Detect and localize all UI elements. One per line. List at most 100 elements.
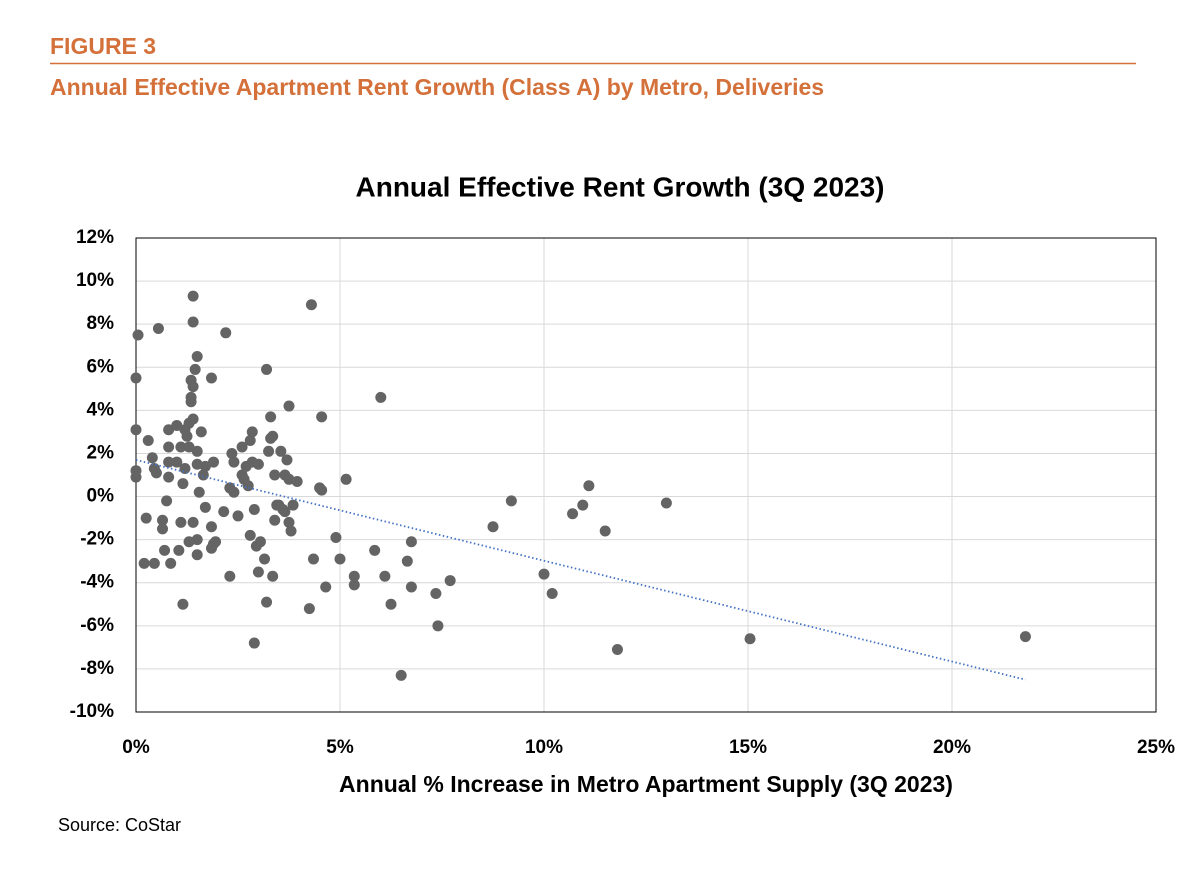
data-point	[487, 521, 499, 533]
y-tick-label: -6%	[80, 615, 114, 636]
data-point	[375, 391, 387, 403]
data-point	[267, 570, 279, 582]
data-point	[267, 430, 279, 442]
x-tick-label: 20%	[933, 737, 971, 758]
data-point	[228, 456, 240, 468]
data-point	[130, 372, 142, 384]
data-point	[177, 478, 189, 490]
data-point	[444, 575, 456, 587]
data-point	[163, 471, 175, 483]
data-point	[146, 452, 158, 464]
data-point	[157, 523, 169, 535]
data-point	[242, 480, 254, 492]
data-point	[165, 557, 177, 569]
data-point	[130, 424, 142, 436]
data-point	[330, 531, 342, 543]
data-point	[577, 499, 589, 511]
data-point	[369, 544, 381, 556]
data-point	[263, 445, 275, 457]
data-point	[183, 441, 195, 453]
y-tick-label: -10%	[70, 701, 114, 722]
trendline	[135, 459, 1026, 681]
x-tick-label: 0%	[122, 737, 150, 758]
data-point	[287, 499, 299, 511]
data-point	[505, 495, 517, 507]
data-point	[220, 327, 232, 339]
data-point	[163, 441, 175, 453]
data-point	[611, 644, 623, 656]
x-axis-title: Annual % Increase in Metro Apartment Sup…	[339, 771, 953, 797]
data-point	[175, 441, 187, 453]
y-tick-label: -2%	[80, 529, 114, 550]
data-point	[265, 411, 277, 423]
data-point	[140, 512, 152, 524]
data-point	[175, 516, 187, 528]
chart-title: Annual Effective Rent Growth (3Q 2023)	[356, 171, 885, 202]
x-tick-label: 5%	[326, 737, 354, 758]
data-point	[261, 363, 273, 375]
data-point	[181, 430, 193, 442]
data-point	[279, 506, 291, 518]
data-point	[432, 620, 444, 632]
data-point	[210, 536, 222, 548]
data-point	[232, 510, 244, 522]
y-tick-label: -8%	[80, 658, 114, 679]
data-point	[254, 536, 266, 548]
data-point	[261, 596, 273, 608]
data-point	[1019, 631, 1031, 643]
data-point	[320, 581, 332, 593]
data-point	[142, 435, 154, 447]
data-point	[138, 557, 150, 569]
source-note: Source: CoStar	[58, 815, 181, 835]
y-tick-label: 12%	[76, 227, 114, 248]
data-point	[303, 603, 315, 615]
data-point	[283, 400, 295, 412]
data-point	[248, 637, 260, 649]
data-point	[177, 598, 189, 610]
data-point	[152, 322, 164, 334]
data-point	[193, 486, 205, 498]
x-tick-label: 15%	[729, 737, 767, 758]
data-point	[395, 669, 407, 681]
data-point	[385, 598, 397, 610]
data-point	[546, 588, 558, 599]
data-point	[269, 469, 281, 481]
y-tick-label: 6%	[87, 356, 115, 377]
y-tick-label: 2%	[87, 442, 115, 463]
data-point	[269, 514, 281, 526]
x-tick-label: 10%	[525, 737, 563, 758]
data-point	[348, 579, 360, 591]
data-point	[173, 544, 185, 556]
data-point	[205, 372, 217, 384]
data-point	[228, 486, 240, 498]
data-point	[148, 557, 160, 569]
data-point	[157, 514, 169, 526]
data-point	[252, 458, 264, 470]
data-point	[187, 316, 199, 328]
x-tick-label: 25%	[1137, 737, 1175, 758]
data-point	[187, 413, 199, 425]
data-point	[208, 456, 220, 468]
data-point	[379, 570, 391, 582]
y-tick-label: 0%	[87, 486, 115, 507]
data-point	[291, 475, 303, 487]
data-point	[226, 447, 238, 459]
data-point	[191, 445, 203, 457]
data-point	[191, 351, 203, 362]
data-point	[189, 363, 201, 375]
data-point	[199, 460, 211, 472]
data-point	[199, 501, 211, 513]
data-point	[171, 456, 183, 468]
data-point	[405, 581, 417, 593]
data-point	[191, 549, 203, 561]
data-point	[660, 497, 672, 509]
data-point	[248, 503, 260, 515]
data-point	[187, 381, 199, 393]
y-tick-label: 8%	[87, 313, 115, 334]
data-point	[316, 411, 328, 423]
data-point	[163, 424, 175, 436]
data-point	[244, 435, 256, 447]
data-point	[246, 426, 258, 438]
data-point	[179, 463, 191, 475]
data-point	[283, 516, 295, 528]
